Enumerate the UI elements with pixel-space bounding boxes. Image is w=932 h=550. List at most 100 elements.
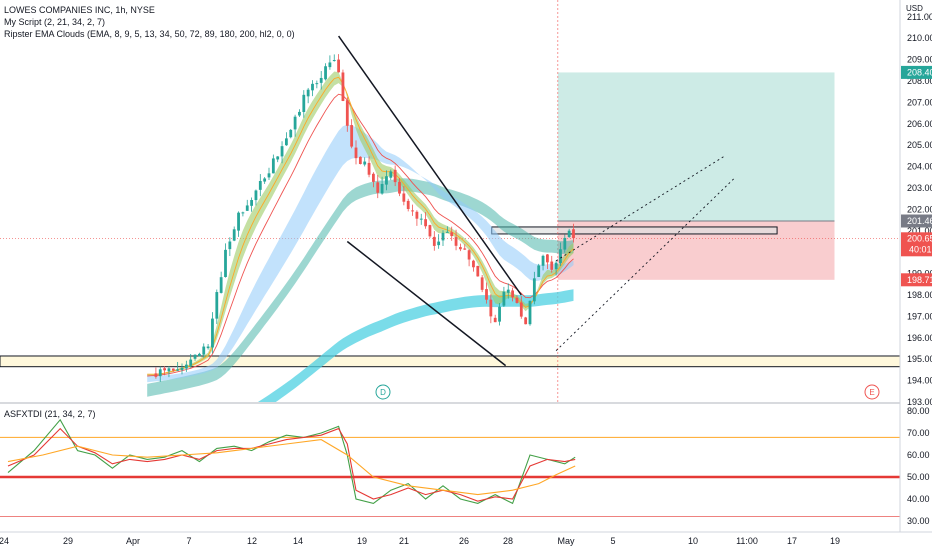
- candle-body: [389, 171, 393, 178]
- candle-body: [559, 249, 562, 264]
- candle-body: [193, 354, 197, 359]
- candle-body: [354, 147, 358, 159]
- time-tick-label: 19: [357, 536, 367, 546]
- main-zones: [0, 0, 900, 402]
- candle-body: [358, 156, 362, 164]
- candle-body: [215, 292, 219, 319]
- price-tick-label: 197.00: [907, 311, 932, 321]
- candle-body: [302, 94, 306, 113]
- oscillator-axis[interactable]: 30.00 40.00 50.00 60.00 70.00 80.00: [907, 406, 930, 526]
- osc-tick-label: 40.00: [907, 494, 930, 504]
- candle-body: [237, 212, 240, 231]
- candle-body: [289, 129, 293, 138]
- dividend-marker[interactable]: D: [375, 384, 391, 400]
- candle-body: [280, 146, 284, 157]
- price-tick-label: 205.00: [907, 140, 932, 150]
- time-tick-label: 14: [293, 536, 303, 546]
- price-tick-label: 193.00: [907, 397, 932, 407]
- channel-lower-line[interactable]: [346, 240, 507, 367]
- time-tick-label: 29: [63, 536, 73, 546]
- candle-body: [267, 173, 271, 178]
- indicator-my-script[interactable]: My Script (2, 21, 34, 2, 7): [4, 17, 105, 27]
- candle-body: [402, 193, 406, 202]
- candle-body: [372, 173, 375, 182]
- price-tick-label: 194.00: [907, 376, 932, 386]
- chart-legend: LOWES COMPANIES INC, 1h, NYSE My Script …: [4, 5, 295, 39]
- candle-body: [485, 289, 488, 300]
- last-price-badge: 200.65 40:01: [901, 232, 932, 257]
- price-tick-label: 198.00: [907, 290, 932, 300]
- entry-price-badge: 201.46: [901, 214, 932, 228]
- time-tick-label: 7: [186, 536, 191, 546]
- candle-body: [437, 241, 441, 246]
- candle-body: [158, 369, 162, 377]
- candle-body: [441, 232, 445, 241]
- price-tick-label: 209.00: [907, 55, 932, 65]
- oscillator-title[interactable]: ASFXTDI (21, 34, 2, 7): [4, 409, 96, 419]
- candle-body: [232, 229, 236, 241]
- candle-body: [324, 66, 327, 80]
- candle-body: [463, 248, 467, 250]
- candle-body: [572, 229, 575, 239]
- price-tick-label: 203.00: [907, 183, 932, 193]
- ema-cloud-long: [257, 289, 574, 402]
- indicator-ema-clouds[interactable]: Ripster EMA Clouds (EMA, 8, 9, 5, 13, 34…: [4, 29, 295, 39]
- ema-cloud-fast: [147, 71, 574, 376]
- projection-line-upper[interactable]: [555, 155, 726, 262]
- profit-zone[interactable]: [557, 72, 835, 221]
- time-tick-label: May: [557, 536, 575, 546]
- candle-body: [472, 260, 475, 268]
- candle-body: [171, 368, 175, 371]
- trend-lines[interactable]: [337, 35, 736, 367]
- time-axis[interactable]: 24 29 Apr 7 12 14 19 21 26 28 May 5 10 11:00 17 19: [0, 536, 840, 546]
- candle-body: [311, 83, 314, 91]
- candle-body: [498, 306, 501, 322]
- channel-upper-line[interactable]: [337, 35, 522, 296]
- candle-body: [276, 156, 280, 160]
- candle-body: [219, 277, 223, 293]
- candle-body: [519, 302, 523, 317]
- osc-series-1: [7, 418, 576, 505]
- time-tick-label: 24: [0, 536, 9, 546]
- rectangle-drawing[interactable]: [491, 226, 778, 235]
- oscillator-lines: [7, 418, 576, 505]
- time-tick-label: 28: [503, 536, 513, 546]
- time-tick-label: 10: [688, 536, 698, 546]
- svg-text:198.71: 198.71: [907, 275, 932, 285]
- price-labels: 208.40 201.46 200.65 40:01 198.71: [901, 65, 932, 287]
- candle-body: [493, 317, 497, 323]
- candle-body: [258, 181, 262, 190]
- candle-body: [263, 178, 267, 182]
- candle-body: [532, 278, 536, 302]
- candle-body: [176, 369, 180, 371]
- candle-body: [319, 77, 323, 83]
- projection-line-lower[interactable]: [555, 176, 736, 351]
- candle-body: [546, 254, 549, 263]
- earnings-marker[interactable]: E: [864, 384, 880, 400]
- oscillator-bands: [0, 436, 900, 517]
- candle-body: [385, 176, 388, 185]
- price-tick-label: 210.00: [907, 33, 932, 43]
- candle-body: [184, 364, 188, 369]
- price-tick-label: 207.00: [907, 97, 932, 107]
- osc-tick-label: 70.00: [907, 428, 930, 438]
- candle-body: [398, 181, 401, 194]
- candle-body: [450, 232, 454, 237]
- osc-tick-label: 30.00: [907, 516, 930, 526]
- candle-body: [480, 277, 484, 290]
- time-tick-label: 11:00: [736, 536, 758, 546]
- candle-body: [415, 211, 419, 219]
- candle-body: [254, 190, 258, 201]
- candle-body: [550, 261, 554, 270]
- candle-body: [428, 225, 432, 237]
- support-zone[interactable]: [0, 355, 900, 368]
- candle-body: [228, 241, 232, 250]
- candle-body: [328, 62, 332, 68]
- svg-text:40:01: 40:01: [909, 244, 932, 254]
- candle-body: [467, 250, 471, 260]
- candle-body: [189, 359, 193, 366]
- price-tick-label: 208.00: [907, 76, 932, 86]
- candle-body: [424, 219, 427, 227]
- osc-tick-label: 50.00: [907, 472, 930, 482]
